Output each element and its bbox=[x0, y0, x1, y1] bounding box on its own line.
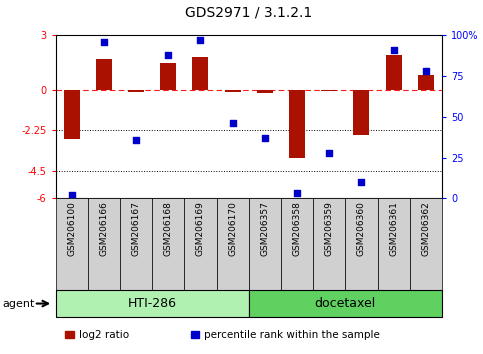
Point bbox=[326, 150, 333, 155]
Bar bbox=[354, 90, 369, 135]
Text: agent: agent bbox=[2, 298, 35, 309]
Text: GSM206362: GSM206362 bbox=[421, 201, 430, 256]
Bar bbox=[225, 90, 241, 92]
Text: GSM206166: GSM206166 bbox=[99, 201, 108, 256]
Bar bbox=[152, 198, 185, 290]
Bar bbox=[378, 198, 410, 290]
Point bbox=[261, 135, 269, 141]
Bar bbox=[410, 198, 442, 290]
Bar bbox=[385, 55, 402, 90]
Point bbox=[132, 137, 140, 142]
Bar bbox=[257, 90, 273, 93]
Bar bbox=[128, 90, 144, 92]
Bar bbox=[313, 198, 345, 290]
Text: GSM206357: GSM206357 bbox=[260, 201, 270, 256]
Text: GDS2971 / 3.1.2.1: GDS2971 / 3.1.2.1 bbox=[185, 5, 313, 19]
Point bbox=[100, 39, 108, 45]
Point bbox=[293, 190, 301, 196]
Bar bbox=[281, 198, 313, 290]
Text: log2 ratio: log2 ratio bbox=[79, 330, 129, 339]
Bar bbox=[249, 290, 442, 317]
Bar bbox=[56, 198, 88, 290]
Text: GSM206170: GSM206170 bbox=[228, 201, 237, 256]
Bar bbox=[249, 198, 281, 290]
Text: GSM206167: GSM206167 bbox=[131, 201, 141, 256]
Point bbox=[422, 68, 430, 74]
Bar bbox=[321, 90, 337, 91]
Text: GSM206361: GSM206361 bbox=[389, 201, 398, 256]
Bar bbox=[88, 198, 120, 290]
Bar bbox=[185, 198, 216, 290]
Bar bbox=[216, 198, 249, 290]
Text: percentile rank within the sample: percentile rank within the sample bbox=[204, 330, 380, 339]
Point bbox=[68, 192, 75, 198]
Bar bbox=[418, 75, 434, 90]
Point bbox=[197, 38, 204, 43]
Point bbox=[229, 120, 237, 126]
Point bbox=[390, 47, 398, 53]
Text: GSM206359: GSM206359 bbox=[325, 201, 334, 256]
Point bbox=[357, 179, 365, 185]
Text: GSM206100: GSM206100 bbox=[67, 201, 76, 256]
Bar bbox=[56, 290, 249, 317]
Bar bbox=[289, 90, 305, 159]
Text: GSM206169: GSM206169 bbox=[196, 201, 205, 256]
Bar bbox=[160, 63, 176, 90]
Bar bbox=[96, 59, 112, 90]
Text: docetaxel: docetaxel bbox=[315, 297, 376, 310]
Text: GSM206358: GSM206358 bbox=[293, 201, 301, 256]
Bar bbox=[64, 90, 80, 138]
Text: HTI-286: HTI-286 bbox=[128, 297, 177, 310]
Bar bbox=[192, 57, 209, 90]
Point bbox=[164, 52, 172, 58]
Bar bbox=[120, 198, 152, 290]
Text: GSM206360: GSM206360 bbox=[357, 201, 366, 256]
Bar bbox=[345, 198, 378, 290]
Text: GSM206168: GSM206168 bbox=[164, 201, 173, 256]
